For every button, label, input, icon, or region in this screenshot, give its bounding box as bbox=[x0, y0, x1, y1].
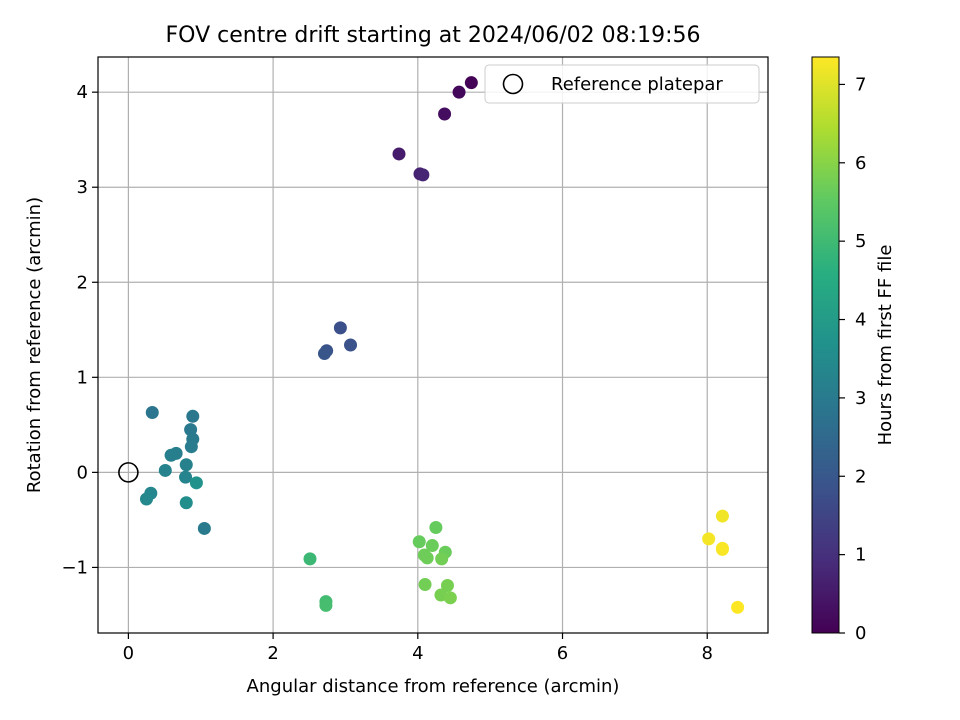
data-point bbox=[179, 496, 193, 510]
colorbar-tick-label: 5 bbox=[855, 231, 866, 252]
data-point bbox=[344, 338, 358, 352]
data-point bbox=[420, 551, 434, 565]
data-point bbox=[184, 440, 198, 454]
colorbar-gradient bbox=[811, 56, 840, 634]
data-point bbox=[333, 321, 347, 335]
data-point bbox=[179, 458, 193, 472]
y-axis-ticks: −1 0 1 2 3 4 bbox=[61, 82, 98, 578]
grid-lines bbox=[98, 57, 768, 633]
y-axis-label: Rotation from reference (arcmin) bbox=[24, 197, 45, 493]
data-point bbox=[412, 535, 426, 549]
colorbar-ticks: 0 1 2 3 4 5 6 7 bbox=[839, 74, 866, 644]
x-tick-label: 0 bbox=[123, 643, 134, 664]
x-axis-label: Angular distance from reference (arcmin) bbox=[247, 676, 620, 697]
reference-platepar-marker bbox=[118, 462, 139, 483]
plot-frame bbox=[97, 56, 769, 634]
data-point bbox=[164, 448, 178, 462]
data-point bbox=[443, 591, 457, 605]
data-point bbox=[317, 347, 331, 361]
legend-marker-reference bbox=[502, 73, 524, 95]
y-tick-label: 0 bbox=[77, 462, 88, 483]
y-tick-label: −1 bbox=[61, 557, 88, 578]
legend-box bbox=[484, 64, 760, 104]
data-point bbox=[319, 598, 333, 612]
data-point bbox=[425, 539, 439, 553]
data-point bbox=[429, 520, 443, 534]
y-tick-label: 1 bbox=[77, 367, 88, 388]
data-point bbox=[158, 463, 172, 477]
data-point bbox=[303, 552, 317, 566]
colorbar-tick-label: 1 bbox=[855, 545, 866, 566]
colorbar-tick-label: 2 bbox=[855, 466, 866, 487]
colorbar: 0 1 2 3 4 5 6 7 Hours from first FF file bbox=[811, 56, 896, 644]
data-point bbox=[186, 409, 200, 423]
data-point bbox=[418, 578, 432, 592]
data-point bbox=[702, 532, 716, 546]
data-point bbox=[179, 470, 193, 484]
data-point bbox=[440, 578, 454, 592]
colorbar-tick-label: 3 bbox=[855, 388, 866, 409]
x-tick-label: 6 bbox=[557, 643, 568, 664]
chart-title: FOV centre drift starting at 2024/06/02 … bbox=[166, 23, 701, 48]
points-layer bbox=[139, 76, 745, 614]
x-tick-label: 2 bbox=[267, 643, 278, 664]
data-point bbox=[189, 476, 203, 490]
legend: Reference platepar bbox=[484, 64, 760, 104]
data-point bbox=[197, 521, 211, 535]
data-point bbox=[139, 492, 153, 506]
x-tick-label: 8 bbox=[701, 643, 712, 664]
data-point bbox=[715, 509, 729, 523]
data-point bbox=[715, 542, 729, 556]
y-tick-label: 4 bbox=[77, 82, 88, 103]
data-point bbox=[145, 405, 159, 419]
data-point bbox=[435, 552, 449, 566]
colorbar-tick-label: 6 bbox=[855, 153, 866, 174]
colorbar-label: Hours from first FF file bbox=[875, 245, 896, 446]
x-axis-ticks: 0 2 4 6 8 bbox=[123, 633, 713, 664]
data-point bbox=[464, 76, 478, 90]
data-point bbox=[452, 85, 466, 99]
data-point bbox=[416, 168, 430, 182]
y-tick-label: 2 bbox=[77, 272, 88, 293]
data-point bbox=[731, 600, 745, 614]
colorbar-tick-label: 4 bbox=[855, 310, 866, 331]
data-point bbox=[392, 147, 406, 161]
colorbar-tick-label: 0 bbox=[855, 623, 866, 644]
colorbar-tick-label: 7 bbox=[855, 74, 866, 95]
x-tick-label: 4 bbox=[412, 643, 423, 664]
data-point bbox=[438, 107, 452, 121]
y-tick-label: 3 bbox=[77, 177, 88, 198]
legend-label-reference: Reference platepar bbox=[551, 74, 723, 95]
